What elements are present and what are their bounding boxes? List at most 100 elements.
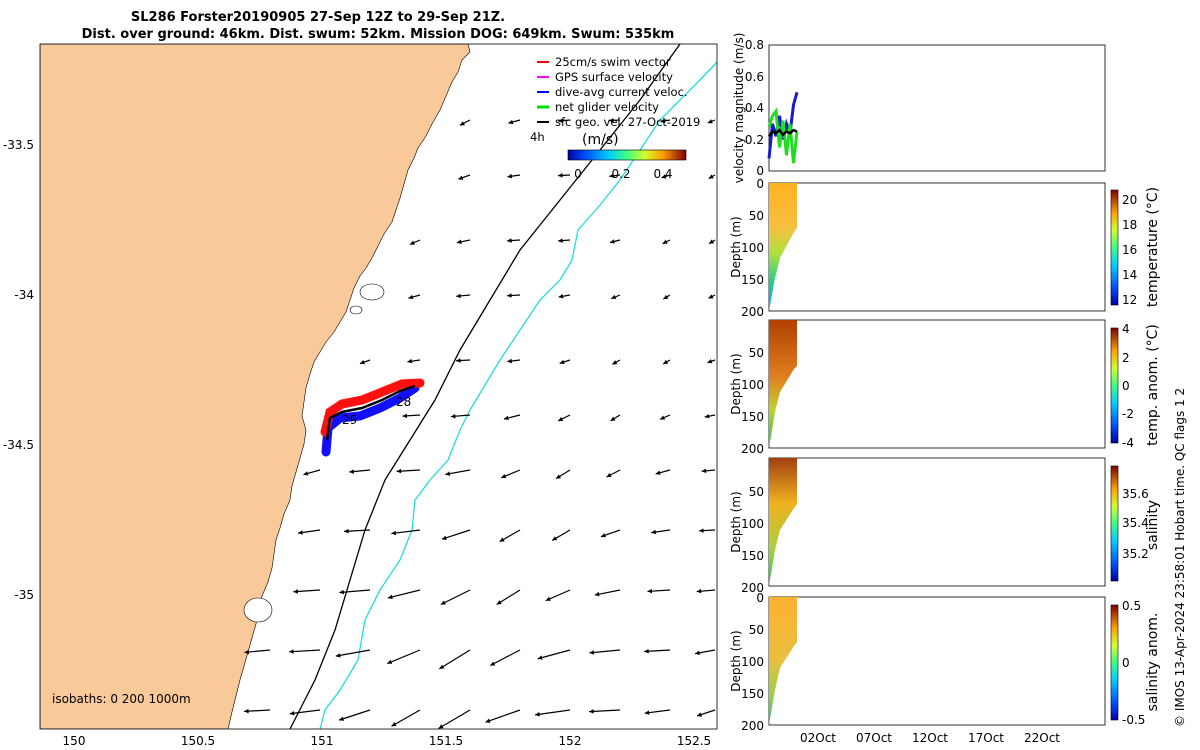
geo-vector-40 <box>659 414 671 420</box>
legend-label-dive: dive-avg current veloc. <box>555 85 688 99</box>
glider-track <box>320 378 425 457</box>
geo-vector-39 <box>610 414 621 422</box>
scale-label: 4h <box>530 130 545 144</box>
legend-label-geo: sfc geo. vel. 27-Oct-2019 <box>555 115 700 129</box>
day-label-29: 29 <box>342 413 357 427</box>
sal-cb-tick-0: 35.6 <box>1122 487 1149 501</box>
ta-depth-ylabel: Depth (m) <box>729 353 743 414</box>
temp-anom-label: temp. anom. (°C) <box>1145 324 1161 446</box>
lat-tick-3: -35 <box>14 588 34 602</box>
geo-vector-11 <box>708 174 716 180</box>
temp-depth-tick-2: 100 <box>741 241 764 255</box>
geo-vector-49 <box>655 469 671 475</box>
lon-tick-2: 151 <box>311 734 334 748</box>
geo-vector-69 <box>244 649 271 655</box>
geo-vector-73 <box>439 649 471 670</box>
geo-vector-23 <box>610 294 621 300</box>
time-tick-3: 17Oct <box>968 731 1004 745</box>
lat-tick-1: -34 <box>14 288 34 302</box>
colorbar-tick-2: 0.4 <box>653 167 672 181</box>
lake-2 <box>243 597 273 623</box>
geo-vector-54 <box>441 529 471 540</box>
geo-vector-84 <box>485 709 521 723</box>
ta-cb-tick-4: -4 <box>1122 436 1134 450</box>
temperature-axes <box>768 182 1106 312</box>
geo-vector-83 <box>438 709 471 729</box>
geo-vector-9 <box>609 173 621 179</box>
ta-cb-tick-0: 4 <box>1122 322 1130 336</box>
swim-vector-track <box>320 378 425 437</box>
geo-vector-13 <box>456 239 471 245</box>
lake-3 <box>349 305 363 315</box>
geo-vector-59 <box>699 528 716 533</box>
salinity-colorbar <box>1110 465 1119 582</box>
time-tick-2: 12Oct <box>912 731 948 745</box>
isobath-label: isobaths: 0 200 1000m <box>52 692 191 706</box>
day-label-28: 28 <box>396 395 411 409</box>
sal-depth-tick-3: 150 <box>741 549 764 563</box>
geo-vector-0 <box>459 119 471 126</box>
geo-vector-38 <box>557 414 571 422</box>
sa-depth-tick-3: 150 <box>741 687 764 701</box>
geo-vector-30 <box>559 359 571 365</box>
sal-anom-panel: 0 50 100 150 200 Depth (m) 0.5 0 -0.5 sa… <box>729 591 1161 745</box>
geo-vector-70 <box>289 649 321 654</box>
sal-cb-tick-2: 35.2 <box>1122 547 1149 561</box>
temp-cb-tick-0: 20 <box>1122 193 1137 207</box>
geo-vector-82 <box>391 709 421 727</box>
geo-vector-79 <box>244 708 271 714</box>
geo-vector-12 <box>409 239 421 246</box>
geo-vector-78 <box>694 649 716 656</box>
geo-vector-80 <box>289 709 321 716</box>
geo-vector-15 <box>558 238 571 243</box>
geo-vector-17 <box>662 239 671 245</box>
colorbar-tick-0: 0 <box>574 167 582 181</box>
sa-depth-tick-2: 100 <box>741 655 764 669</box>
lat-tick-2: -34.5 <box>3 438 34 452</box>
geo-vector-8 <box>558 173 571 178</box>
vel-tick-0: 0 <box>756 164 764 178</box>
footer-credit: © IMOS 13-Apr-2024 23:58:01 Hobart time.… <box>1173 388 1187 727</box>
sal-anom-section <box>769 597 797 725</box>
geo-vector-50 <box>701 468 716 474</box>
geo-vector-68 <box>696 588 716 594</box>
ta-depth-tick-2: 100 <box>741 378 764 392</box>
geo-vector-58 <box>651 529 671 535</box>
sa-depth-tick-0: 0 <box>756 591 764 605</box>
velocity-series-2 <box>767 128 798 138</box>
geo-vector-63 <box>440 589 471 606</box>
geo-vector-87 <box>644 709 671 715</box>
vel-tick-3: 0.6 <box>745 70 764 84</box>
geo-vector-72 <box>386 649 421 665</box>
chart-title-line2: Dist. over ground: 46km. Dist. swum: 52k… <box>82 27 675 42</box>
map-frame <box>39 43 718 730</box>
geo-vector-75 <box>537 649 571 660</box>
temperature-label: temperature (°C) <box>1145 187 1161 307</box>
geo-vector-81 <box>338 709 371 721</box>
sal-anom-colorbar <box>1110 604 1119 721</box>
geo-vector-48 <box>606 469 621 478</box>
sal-depth-tick-1: 50 <box>749 485 764 499</box>
geo-vector-60 <box>293 589 321 594</box>
vel-tick-1: 0.2 <box>745 133 764 147</box>
time-tick-1: 07Oct <box>856 731 892 745</box>
geo-vector-56 <box>551 529 571 541</box>
temp-depth-tick-0: 0 <box>756 177 764 191</box>
salinity-panel: 50 100 150 200 Depth (m) 35.6 35.4 35.2 … <box>729 457 1161 595</box>
map-legend: 25cm/s swim vector GPS surface velocity … <box>530 55 700 181</box>
geo-vector-37 <box>503 414 521 421</box>
temp-depth-tick-4: 200 <box>741 305 764 319</box>
velocity-axes <box>768 44 1106 172</box>
lon-tick-5: 152.5 <box>677 734 711 748</box>
sal-anom-axes <box>768 596 1106 726</box>
geo-vector-32 <box>662 359 671 365</box>
geo-vector-71 <box>335 649 371 658</box>
time-tick-0: 02Oct <box>800 731 836 745</box>
geo-vector-27 <box>407 358 421 364</box>
lake-1 <box>359 283 385 301</box>
geo-vector-24 <box>663 294 671 300</box>
legend-label-swim: 25cm/s swim vector <box>555 55 671 69</box>
geo-vector-7 <box>507 173 521 179</box>
salinity-label: salinity <box>1145 500 1161 550</box>
ta-depth-tick-4: 200 <box>741 442 764 456</box>
